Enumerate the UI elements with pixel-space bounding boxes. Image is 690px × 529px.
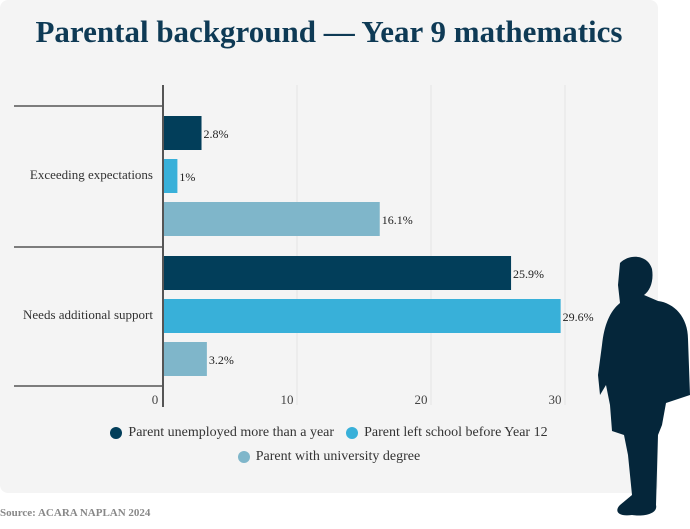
source-note: Source: ACARA NAPLAN 2024 [0,507,151,519]
data-label: 3.2% [209,353,234,367]
category-label: Needs additional support [23,307,153,322]
legend-item: Parent unemployed more than a year [110,425,334,441]
bar [164,116,202,150]
data-label: 25.9% [513,267,544,281]
bar-chart: 0 10 20 30 Exceeding expectations 2.8% 1% 16.1%… [14,85,594,407]
x-tick-label: 0 [152,392,159,407]
category-label: Exceeding expectations [30,167,153,182]
bar [164,159,178,193]
legend-item: Parent with university degree [237,449,421,465]
bar [164,299,561,333]
legend-swatch [237,451,250,463]
legend-item: Parent left school before Year 12 [346,425,548,441]
bar [164,342,207,376]
data-label: 1% [179,170,195,184]
legend-swatch [110,427,123,439]
bar [164,202,380,236]
bar [164,256,512,290]
x-tick-label: 10 [281,392,294,407]
data-label: 2.8% [204,127,229,141]
legend: Parent unemployed more than a year Parent… [0,425,658,473]
legend-label: Parent left school before Year 12 [364,425,548,440]
student-silhouette-icon [598,256,690,516]
data-label: 16.1% [382,213,413,227]
x-tick-label: 30 [549,392,562,407]
legend-swatch [346,427,359,439]
x-tick-label: 20 [415,392,428,407]
legend-label: Parent unemployed more than a year [128,425,335,440]
legend-label: Parent with university degree [255,449,421,464]
data-label: 29.6% [563,310,594,324]
chart-title: Parental background — Year 9 mathematics [35,14,623,49]
